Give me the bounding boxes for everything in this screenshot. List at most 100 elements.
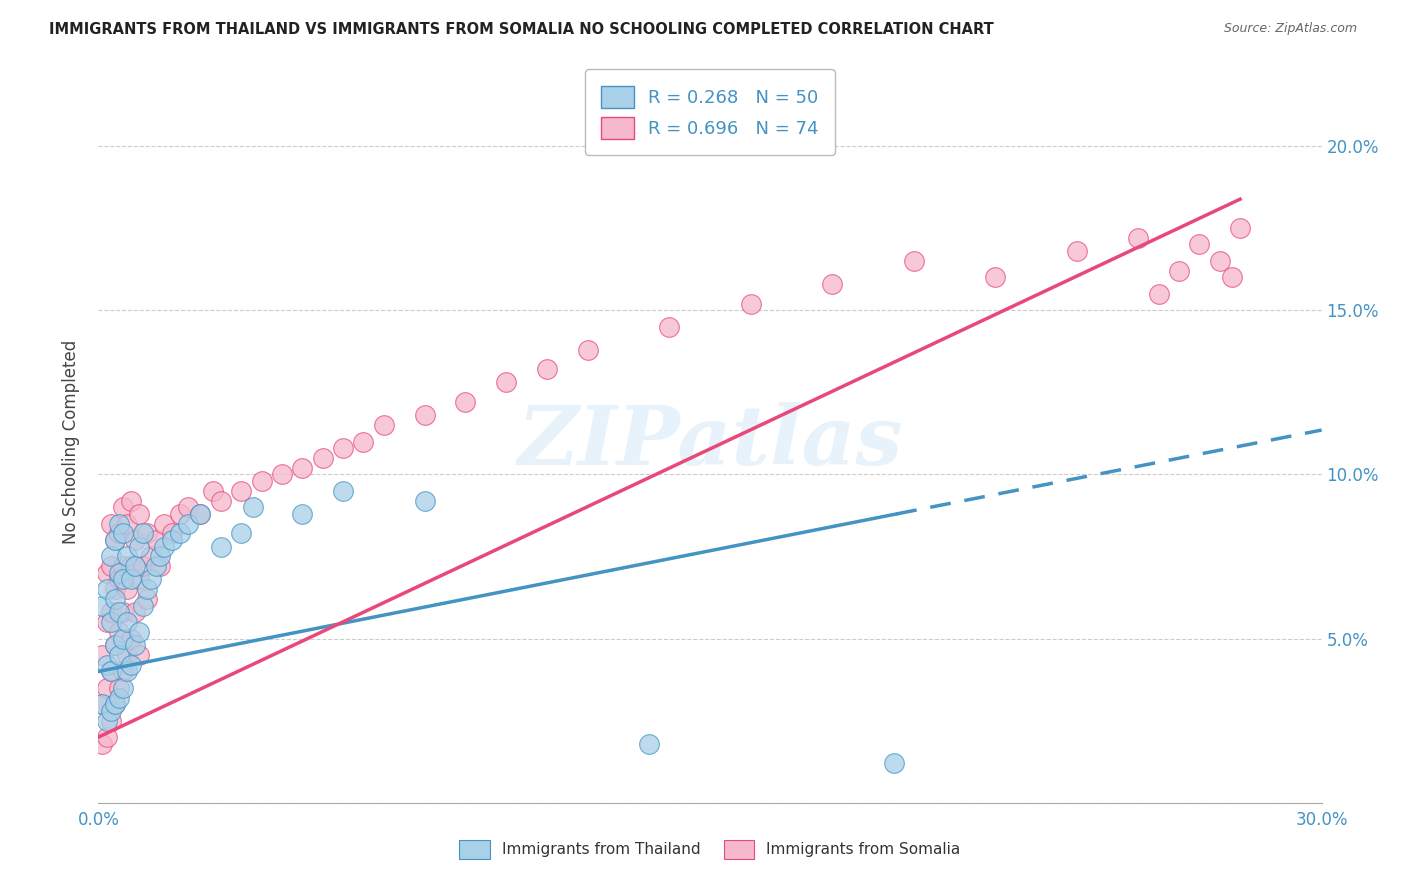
Point xyxy=(1209,253,1232,268)
Point xyxy=(250,474,273,488)
Point xyxy=(108,526,131,541)
Point xyxy=(124,638,146,652)
Point xyxy=(104,698,127,712)
Point xyxy=(413,493,436,508)
Point xyxy=(104,533,127,547)
Point xyxy=(120,493,142,508)
Text: ZIPatlas: ZIPatlas xyxy=(517,401,903,482)
Point xyxy=(104,592,127,607)
Point xyxy=(111,665,134,679)
Point xyxy=(108,566,131,580)
Point xyxy=(141,573,163,587)
Point xyxy=(100,615,122,630)
Point xyxy=(332,483,354,498)
Point xyxy=(495,376,517,390)
Point xyxy=(104,582,127,597)
Point xyxy=(136,582,159,597)
Point xyxy=(91,599,114,613)
Point xyxy=(141,549,163,564)
Point xyxy=(104,698,127,712)
Point xyxy=(169,507,191,521)
Point xyxy=(576,343,599,357)
Point xyxy=(270,467,294,482)
Point xyxy=(160,533,183,547)
Point xyxy=(149,559,172,574)
Point xyxy=(108,625,131,640)
Point xyxy=(177,500,200,515)
Point xyxy=(1229,221,1251,235)
Legend: Immigrants from Thailand, Immigrants from Somalia: Immigrants from Thailand, Immigrants fro… xyxy=(453,834,967,864)
Point xyxy=(100,559,122,574)
Point xyxy=(821,277,844,291)
Point xyxy=(96,730,118,744)
Point xyxy=(413,409,436,423)
Point xyxy=(111,632,134,646)
Point xyxy=(120,632,142,646)
Point xyxy=(108,690,131,705)
Point xyxy=(100,605,122,619)
Point xyxy=(108,573,131,587)
Point xyxy=(373,418,395,433)
Point xyxy=(96,582,118,597)
Point xyxy=(128,507,150,521)
Point xyxy=(188,507,212,521)
Point xyxy=(115,615,138,630)
Point xyxy=(100,704,122,718)
Point xyxy=(115,516,138,531)
Point xyxy=(111,500,134,515)
Y-axis label: No Schooling Completed: No Schooling Completed xyxy=(62,340,80,543)
Point xyxy=(128,648,150,662)
Point xyxy=(100,714,122,728)
Point xyxy=(104,638,127,652)
Point xyxy=(111,559,134,574)
Point xyxy=(740,296,762,310)
Point xyxy=(91,698,114,712)
Point xyxy=(201,483,224,498)
Point xyxy=(209,540,232,554)
Point xyxy=(152,540,174,554)
Point xyxy=(100,516,122,531)
Point xyxy=(352,434,374,449)
Point xyxy=(111,605,134,619)
Point xyxy=(149,549,172,564)
Point xyxy=(1220,270,1243,285)
Point xyxy=(132,599,155,613)
Point xyxy=(96,566,118,580)
Point xyxy=(115,582,138,597)
Point xyxy=(231,526,253,541)
Point xyxy=(160,526,183,541)
Point xyxy=(312,450,335,465)
Point xyxy=(100,665,122,679)
Point xyxy=(209,493,232,508)
Point xyxy=(120,559,142,574)
Point xyxy=(91,698,114,712)
Point xyxy=(108,681,131,695)
Point xyxy=(100,665,122,679)
Point xyxy=(111,681,134,695)
Point xyxy=(1167,264,1189,278)
Point xyxy=(984,270,1007,285)
Point xyxy=(104,638,127,652)
Point xyxy=(291,460,314,475)
Point xyxy=(91,737,114,751)
Point xyxy=(120,573,142,587)
Point xyxy=(115,665,138,679)
Point xyxy=(883,756,905,771)
Point xyxy=(188,507,212,521)
Point xyxy=(242,500,264,515)
Point xyxy=(145,533,167,547)
Point xyxy=(177,516,200,531)
Point xyxy=(104,533,127,547)
Point xyxy=(111,526,134,541)
Point xyxy=(108,648,131,662)
Point xyxy=(1188,237,1211,252)
Text: IMMIGRANTS FROM THAILAND VS IMMIGRANTS FROM SOMALIA NO SCHOOLING COMPLETED CORRE: IMMIGRANTS FROM THAILAND VS IMMIGRANTS F… xyxy=(49,22,994,37)
Point xyxy=(1128,231,1150,245)
Point xyxy=(115,549,138,564)
Text: Source: ZipAtlas.com: Source: ZipAtlas.com xyxy=(1223,22,1357,36)
Point xyxy=(145,559,167,574)
Point xyxy=(96,657,118,672)
Point xyxy=(96,714,118,728)
Point xyxy=(291,507,314,521)
Point xyxy=(100,549,122,564)
